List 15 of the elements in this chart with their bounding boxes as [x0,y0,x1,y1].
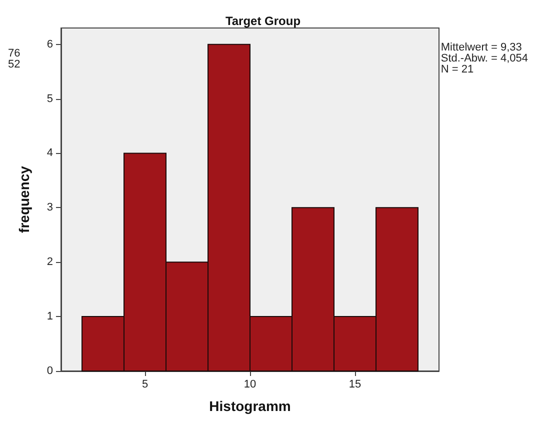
x-axis-title: Histogramm [209,398,291,414]
chart-title: Target Group [225,14,301,28]
x-tick-label: 15 [348,378,362,390]
text: 76 52 [8,48,20,70]
y-tick-label: 4 [46,147,53,160]
y-tick-label: 2 [46,256,53,268]
text: Mittelwert = 9,33 Std.-Abw. = 4,054 N = 21 [440,42,528,76]
y-tick-label: 6 [46,38,53,50]
x-tick-label: 5 [142,378,148,390]
y-tick-label: 3 [46,202,53,214]
y-tick-label: 0 [46,365,53,377]
y-tick-label: 1 [46,310,53,323]
y-axis-title: frequency [16,166,32,233]
y-tick-label: 5 [46,92,53,105]
x-tick-label: 10 [244,378,256,390]
